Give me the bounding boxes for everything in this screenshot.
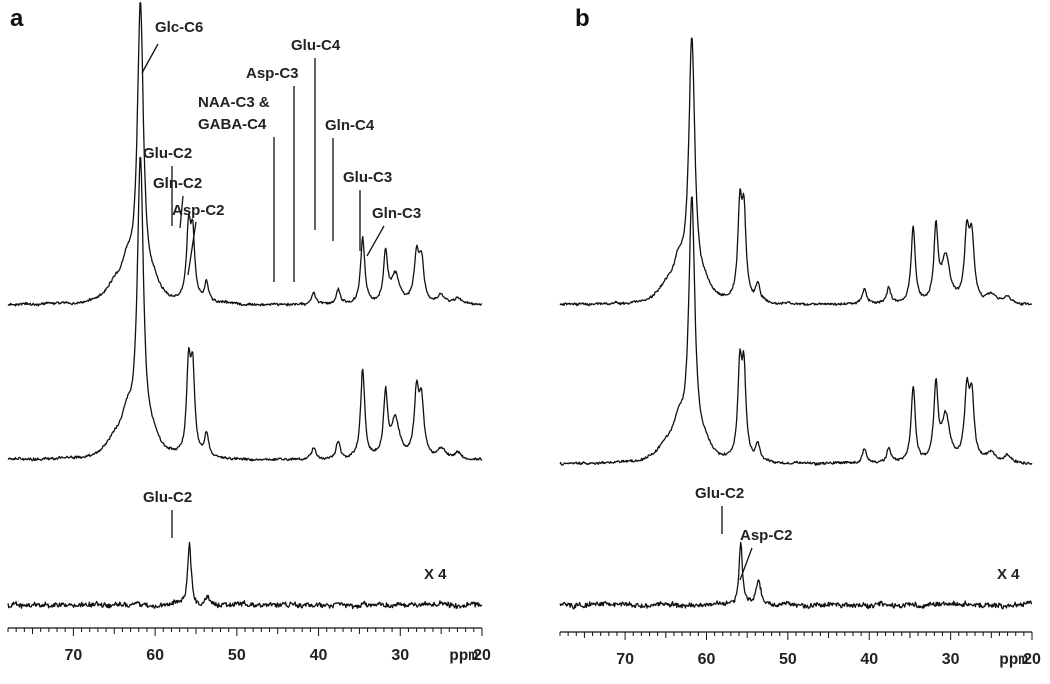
spectrum-trace-a-2 [7,156,483,462]
peak-label: Glu-C2 [143,145,192,162]
panel-letter-a: a [10,5,24,32]
x-tick-label: 30 [391,647,409,664]
peak-label: Asp-C3 [246,65,299,82]
x-axis-unit-label: ppm [449,647,478,665]
scale-factor-label: X 4 [997,566,1020,583]
spectrum-trace-a-3 [7,541,483,610]
scale-factor-label: X 4 [424,566,447,583]
spectrum-trace-a-1 [7,2,483,307]
peak-leader-line [739,547,753,581]
spectrum-trace-b-3 [559,541,1033,610]
peak-leader-line [179,195,184,229]
panel-letter-b: b [575,5,590,32]
x-tick-label: 70 [616,651,634,668]
peak-leader-line [187,221,197,276]
peak-label: Glu-C4 [291,37,341,54]
x-tick-label: 60 [146,647,164,664]
spectrum-trace-b-1 [559,37,1033,307]
peak-label: Glu-C3 [343,169,392,186]
x-tick-label: 70 [64,647,82,664]
x-tick-label: 60 [698,651,716,668]
peak-label: Glu-C2 [143,489,192,506]
x-tick-label: 50 [228,647,246,664]
spectrum-trace-b-2 [559,196,1033,466]
peak-label: Gln-C2 [153,175,202,192]
peak-label: Glc-C6 [155,19,203,36]
x-tick-label: 20 [473,647,491,664]
peak-label: Gln-C4 [325,117,375,134]
peak-leader-line [141,43,159,74]
x-tick-label: 30 [942,651,960,668]
peak-label: Asp-C2 [740,527,793,544]
x-axis-unit-label: ppm [999,651,1028,669]
peak-label: Asp-C2 [172,202,225,219]
x-tick-label: 50 [779,651,797,668]
x-tick-label: 40 [310,647,328,664]
x-tick-label: 20 [1023,651,1041,668]
peak-label: Gln-C3 [372,205,421,222]
peak-leader-line [366,225,385,257]
peak-label: Glu-C2 [695,485,744,502]
peak-label: GABA-C4 [198,116,267,133]
x-tick-label: 40 [860,651,878,668]
peak-label: NAA-C3 & [198,94,270,111]
